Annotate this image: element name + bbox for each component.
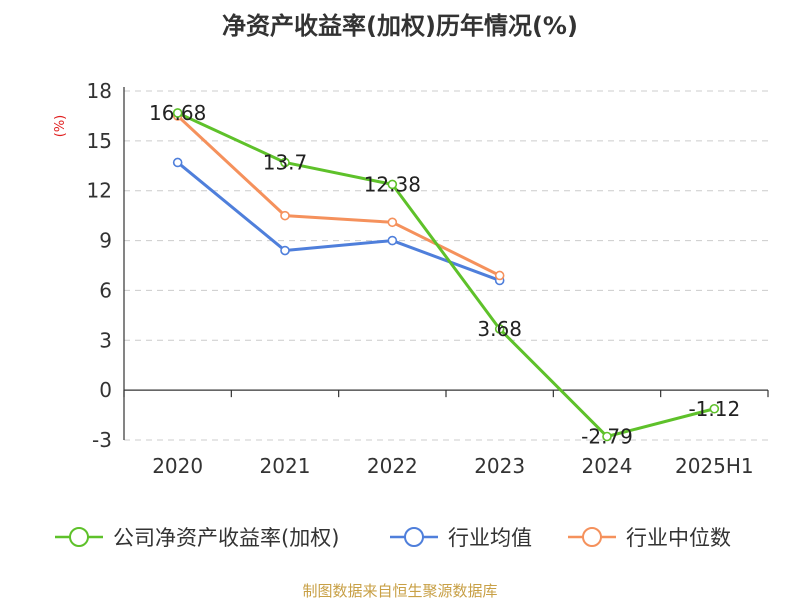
x-tick-label: 2024 (582, 454, 633, 478)
series-line (176, 114, 501, 277)
data-labels: 16.68 13.7 12.38 3.68 -2.79 -1.12 (149, 101, 740, 449)
data-label: 3.68 (477, 317, 522, 341)
data-point[interactable] (387, 179, 398, 190)
series-0 (172, 108, 720, 442)
series-2 (172, 111, 505, 281)
y-tick-label: 15 (87, 129, 112, 153)
data-point[interactable] (280, 210, 290, 221)
chart-title: 净资产收益率(加权)历年情况(%) (222, 12, 578, 40)
series-line (177, 111, 715, 439)
legend-item[interactable]: 公司净资产收益率(加权) (55, 526, 339, 550)
data-point[interactable] (387, 217, 398, 228)
legend-label: 行业中位数 (626, 526, 731, 550)
legend-item[interactable]: 行业均值 (390, 526, 532, 550)
y-tick-label: 3 (99, 328, 112, 352)
data-point[interactable] (709, 403, 720, 414)
legend-label: 公司净资产收益率(加权) (113, 526, 339, 550)
data-label: 16.68 (149, 101, 206, 125)
data-point[interactable] (280, 157, 290, 168)
legend-marker (69, 527, 89, 547)
series-line (176, 161, 501, 282)
axes: 18 15 12 9 6 3 0 -3 2020 2021 2022 2023 2024 2025H1 (87, 79, 769, 478)
y-tick-label: 12 (87, 179, 112, 203)
y-tick-label: 18 (87, 79, 112, 103)
data-label: -1.12 (688, 397, 740, 421)
legend-marker (404, 527, 424, 547)
y-tick-label: -3 (92, 428, 112, 452)
data-point[interactable] (172, 157, 183, 168)
data-point[interactable] (387, 235, 398, 246)
y-tick-label: 9 (99, 229, 112, 253)
data-label: 12.38 (364, 172, 421, 196)
data-label: -2.79 (581, 425, 633, 449)
legend-label: 行业均值 (448, 526, 532, 550)
data-point[interactable] (494, 270, 505, 281)
x-tick-label: 2023 (474, 454, 525, 478)
legend[interactable]: 公司净资产收益率(加权) 行业均值 行业中位数 (55, 526, 731, 550)
x-tick-label: 2022 (367, 454, 418, 478)
x-tick-label: 2025H1 (675, 454, 754, 478)
y-tick-label: 0 (99, 378, 112, 402)
data-point[interactable] (172, 108, 183, 118)
y-tick-label: 6 (99, 278, 112, 302)
data-point[interactable] (602, 431, 612, 442)
grid-lines (124, 90, 768, 441)
data-point[interactable] (494, 324, 505, 334)
source-note: 制图数据来自恒生聚源数据库 (302, 582, 497, 600)
y-axis-label: (%) (53, 115, 68, 138)
x-tick-label: 2021 (260, 454, 311, 478)
x-tick-label: 2020 (152, 454, 203, 478)
data-label: 13.7 (263, 150, 308, 174)
series-lines (172, 108, 720, 442)
legend-marker (582, 527, 602, 547)
legend-item[interactable]: 行业中位数 (568, 526, 731, 550)
data-point[interactable] (280, 245, 290, 256)
